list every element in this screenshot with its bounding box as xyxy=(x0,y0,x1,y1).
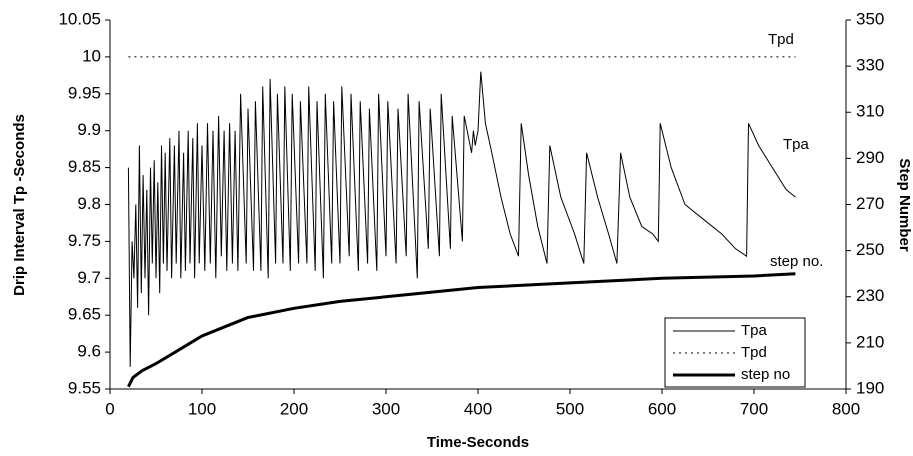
y-tick-label: 9.55 xyxy=(68,378,101,397)
x-axis-title: Time-Seconds xyxy=(427,434,529,451)
y-tick-label: 9.65 xyxy=(68,305,101,324)
annotation: Tpd xyxy=(768,31,794,48)
series-line xyxy=(127,71,796,367)
y2-tick-label: 190 xyxy=(856,378,884,397)
legend-label: Tpd xyxy=(741,344,767,361)
y2-tick-label: 310 xyxy=(856,102,884,121)
y-tick-label: 9.8 xyxy=(77,194,101,213)
annotation: step no. xyxy=(770,253,823,270)
x-tick-label: 200 xyxy=(280,399,308,418)
y-tick-label: 9.6 xyxy=(77,342,101,361)
y-axis-title: Drip Interval Tp -Seconds xyxy=(11,114,28,296)
x-tick-label: 600 xyxy=(648,399,676,418)
x-tick-label: 100 xyxy=(188,399,216,418)
y-tick-label: 10 xyxy=(82,46,101,65)
legend-label: step no xyxy=(741,366,790,383)
y-tick-label: 10.05 xyxy=(58,9,101,28)
y-tick-label: 9.7 xyxy=(77,268,101,287)
y-tick-label: 9.9 xyxy=(77,120,101,139)
legend-label: Tpa xyxy=(741,322,768,339)
y2-tick-label: 230 xyxy=(856,286,884,305)
y-tick-label: 9.75 xyxy=(68,231,101,250)
x-tick-label: 400 xyxy=(464,399,492,418)
y2-tick-label: 330 xyxy=(856,56,884,75)
y-tick-label: 9.95 xyxy=(68,83,101,102)
x-tick-label: 500 xyxy=(556,399,584,418)
x-tick-label: 300 xyxy=(372,399,400,418)
x-tick-label: 0 xyxy=(105,399,114,418)
annotation: Tpa xyxy=(783,136,810,153)
y2-axis-title: Step Number xyxy=(896,158,913,252)
x-tick-label: 800 xyxy=(832,399,860,418)
y2-tick-label: 350 xyxy=(856,9,884,28)
y-tick-label: 9.85 xyxy=(68,157,101,176)
x-tick-label: 700 xyxy=(740,399,768,418)
y2-tick-label: 270 xyxy=(856,194,884,213)
y2-tick-label: 290 xyxy=(856,148,884,167)
y2-tick-label: 210 xyxy=(856,332,884,351)
y2-tick-label: 250 xyxy=(856,240,884,259)
series-line xyxy=(127,272,796,388)
